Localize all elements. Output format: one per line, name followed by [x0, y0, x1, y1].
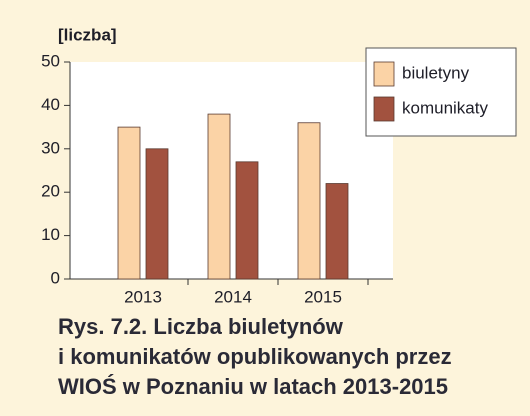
- bar: [297, 122, 321, 280]
- y-axis-label: [liczba]: [58, 25, 117, 44]
- y-tick-label: 40: [41, 95, 60, 114]
- bar: [207, 113, 231, 280]
- x-tick-label: 2014: [214, 287, 252, 306]
- y-tick-label: 30: [41, 138, 60, 157]
- legend-box: [365, 47, 517, 137]
- legend-label: biuletyny: [402, 63, 470, 82]
- x-tick-label: 2015: [304, 287, 342, 306]
- bar: [145, 148, 169, 280]
- legend-swatch: [373, 61, 395, 87]
- y-tick-label: 50: [41, 51, 60, 70]
- chart-title: WIOŚ w Poznaniu w latach 2013-2015: [58, 374, 448, 399]
- chart-title: Rys. 7.2. Liczba biuletynów: [58, 314, 344, 339]
- bar: [117, 126, 141, 280]
- y-tick-label: 20: [41, 182, 60, 201]
- x-tick-label: 2013: [124, 287, 162, 306]
- chart-title: i komunikatów opublikowanych przez: [58, 344, 452, 369]
- legend-swatch: [373, 96, 395, 122]
- bar: [235, 161, 259, 280]
- y-tick-label: 10: [41, 225, 60, 244]
- legend-label: komunikaty: [402, 98, 488, 117]
- y-tick-label: 0: [51, 268, 60, 287]
- bar: [325, 183, 349, 280]
